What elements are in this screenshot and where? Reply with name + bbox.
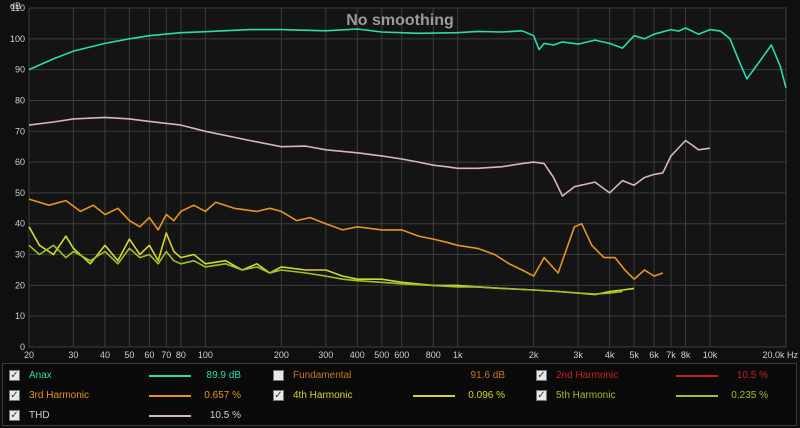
- grid-layer: [28, 7, 787, 348]
- x-tick-label: 70: [161, 350, 171, 360]
- legend-item-anax[interactable]: ✓ Anax 89.9 dB: [9, 366, 269, 386]
- series-line-thd: [28, 116, 711, 197]
- legend-row-2: ✓ 3rd Harmonic 0.657 % ✓ 4th Harmonic 0.…: [3, 386, 796, 406]
- 4th-harmonic-value: 0.096 %: [468, 390, 505, 401]
- x-tick-label: 4k: [605, 350, 615, 360]
- axis-layer: 0 10 20 30 40 50 60 70 80 90 100 110 20 30 40 50 60 70 80 1…: [10, 3, 799, 360]
- legend-panel: ✓ Anax 89.9 dB ✓ Fundamental 91.6 dB ✓ 2…: [2, 363, 797, 426]
- 3rd-harmonic-checkbox[interactable]: ✓: [9, 390, 20, 401]
- plot-background: [28, 7, 787, 348]
- y-tick-label: 80: [15, 95, 25, 105]
- x-tick-label: 40: [100, 350, 110, 360]
- 3rd-harmonic-value: 0.657 %: [204, 390, 241, 401]
- 5th-harmonic-label: 5th Harmonic: [556, 390, 616, 401]
- 2nd-harmonic-checkbox[interactable]: ✓: [536, 370, 547, 381]
- y-tick-label: 50: [15, 188, 25, 198]
- y-tick-label: 0: [20, 342, 25, 352]
- y-tick-label: 100: [10, 34, 25, 44]
- 5th-harmonic-line-swatch: [676, 395, 718, 397]
- x-tick-label: 2k: [529, 350, 539, 360]
- x-tick-label: 200: [274, 350, 289, 360]
- x-tick-label: 8k: [681, 350, 691, 360]
- y-axis-unit: dB: [10, 1, 21, 11]
- fundamental-value: 91.6 dB: [470, 370, 505, 381]
- x-tick-label: 5k: [629, 350, 639, 360]
- series-line-anax: [28, 27, 787, 89]
- anax-checkbox[interactable]: ✓: [9, 370, 20, 381]
- y-tick-label: 20: [15, 280, 25, 290]
- thd-label: THD: [29, 410, 50, 421]
- x-tick-label: 300: [318, 350, 333, 360]
- anax-line-swatch: [149, 375, 191, 377]
- chart-title: No smoothing: [346, 12, 454, 29]
- frequency-response-chart: 0 10 20 30 40 50 60 70 80 90 100 110 20 30 40 50 60 70 80 1…: [10, 1, 799, 360]
- x-tick-label: 400: [350, 350, 365, 360]
- x-tick-label: 3k: [573, 350, 583, 360]
- x-tick-label: 100: [198, 350, 213, 360]
- legend-item-thd[interactable]: ✓ THD 10.5 %: [9, 406, 269, 426]
- x-tick-label: 60: [144, 350, 154, 360]
- y-tick-label: 60: [15, 157, 25, 167]
- y-tick-label: 10: [15, 311, 25, 321]
- legend-row-1: ✓ Anax 89.9 dB ✓ Fundamental 91.6 dB ✓ 2…: [3, 366, 796, 386]
- y-tick-label: 40: [15, 219, 25, 229]
- y-tick-label: 110: [11, 3, 25, 13]
- 2nd-harmonic-value: 10.5 %: [736, 370, 768, 381]
- x-tick-label: 6k: [649, 350, 659, 360]
- x-tick-label: 20.0k Hz: [762, 350, 798, 360]
- 2nd-harmonic-label: 2nd Harmonic: [556, 370, 619, 381]
- legend-item-3rd-harmonic[interactable]: ✓ 3rd Harmonic 0.657 %: [9, 386, 269, 406]
- y-tick-label: 90: [15, 65, 25, 75]
- y-tick-label: 70: [15, 126, 25, 136]
- series-line-3rd-harmonic: [28, 198, 664, 280]
- 3rd-harmonic-line-swatch: [149, 395, 191, 397]
- x-tick-label: 7k: [666, 350, 676, 360]
- 5th-harmonic-checkbox[interactable]: ✓: [536, 390, 547, 401]
- x-tick-label: 30: [68, 350, 78, 360]
- x-tick-label: 500: [374, 350, 389, 360]
- x-tick-label: 50: [124, 350, 134, 360]
- legend-item-fundamental[interactable]: ✓ Fundamental 91.6 dB: [273, 366, 533, 386]
- x-tick-label: 20: [24, 350, 34, 360]
- fundamental-label: Fundamental: [293, 370, 352, 381]
- anax-value: 89.9 dB: [206, 370, 241, 381]
- x-tick-label: 800: [426, 350, 441, 360]
- fundamental-checkbox[interactable]: ✓: [273, 370, 284, 381]
- x-tick-label: 10k: [703, 350, 718, 360]
- thd-line-swatch: [149, 415, 191, 417]
- series-line-5th-harmonic: [28, 244, 623, 295]
- x-tick-label: 1k: [453, 350, 463, 360]
- 4th-harmonic-line-swatch: [413, 395, 455, 397]
- anax-label: Anax: [29, 370, 52, 381]
- legend-item-2nd-harmonic[interactable]: ✓ 2nd Harmonic 10.5 %: [536, 366, 796, 386]
- series-layer: [28, 27, 787, 296]
- 2nd-harmonic-line-swatch: [676, 375, 718, 377]
- 5th-harmonic-value: 0.235 %: [731, 390, 768, 401]
- thd-value: 10.5 %: [209, 410, 241, 421]
- x-tick-label: 600: [394, 350, 409, 360]
- legend-item-5th-harmonic[interactable]: ✓ 5th Harmonic 0.235 %: [536, 386, 796, 406]
- 4th-harmonic-label: 4th Harmonic: [293, 390, 353, 401]
- y-tick-label: 30: [15, 250, 25, 260]
- legend-row-3: ✓ THD 10.5 %: [3, 406, 796, 426]
- x-tick-label: 80: [176, 350, 186, 360]
- 4th-harmonic-checkbox[interactable]: ✓: [273, 390, 284, 401]
- 3rd-harmonic-label: 3rd Harmonic: [29, 390, 90, 401]
- thd-checkbox[interactable]: ✓: [9, 410, 20, 421]
- chart-area: 0 10 20 30 40 50 60 70 80 90 100 110 20 30 40 50 60 70 80 1…: [10, 1, 799, 360]
- legend-item-4th-harmonic[interactable]: ✓ 4th Harmonic 0.096 %: [273, 386, 533, 406]
